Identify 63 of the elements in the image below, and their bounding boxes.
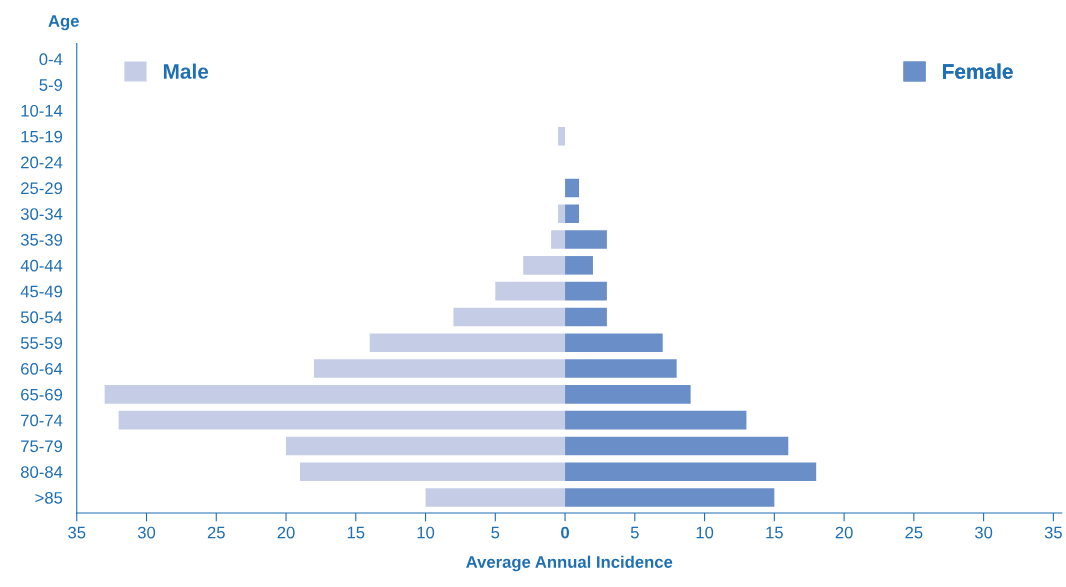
bar	[565, 256, 593, 275]
bar	[558, 204, 566, 224]
y-tick-label: 55-59	[20, 337, 63, 349]
bar	[118, 410, 566, 430]
legend-label: Female	[943, 63, 1013, 79]
x-tick-label: 15	[766, 526, 783, 539]
bar	[104, 385, 566, 404]
x-tick-label: 30	[974, 526, 993, 539]
bar	[369, 333, 566, 353]
y-tick-label: 40-44	[20, 259, 63, 272]
y-tick-label: 20-24	[21, 156, 63, 169]
y-axis-title: Age	[48, 15, 79, 31]
bar	[565, 462, 817, 482]
legend-label: Male	[163, 63, 209, 79]
bar	[565, 359, 677, 378]
x-tick-label: 0	[561, 526, 570, 539]
y-tick-label: 25-29	[21, 182, 63, 195]
bar	[565, 385, 691, 404]
x-tick-label: 35	[68, 526, 86, 539]
bar	[565, 281, 607, 301]
bar	[453, 307, 566, 327]
x-tick-label: 20	[277, 526, 295, 539]
y-tick-label: 15-19	[21, 130, 63, 143]
bar	[495, 281, 566, 301]
bar	[286, 436, 566, 456]
x-tick-label: 10	[696, 526, 714, 539]
x-tick-label: 35	[1044, 526, 1062, 539]
y-tick-label: 50-54	[20, 311, 63, 324]
y-tick-label: 0-4	[39, 53, 63, 66]
bar	[313, 359, 566, 378]
bar	[523, 256, 566, 275]
bar	[565, 204, 580, 224]
x-tick-label: 30	[137, 526, 156, 539]
x-tick-label: 25	[905, 526, 923, 539]
y-tick-label: 80-84	[20, 466, 63, 478]
bar	[425, 488, 566, 507]
y-tick-label: 5-9	[39, 79, 63, 91]
y-tick-label: 45-49	[20, 285, 63, 298]
bar	[558, 127, 566, 146]
bar	[565, 178, 580, 198]
bar	[565, 436, 789, 456]
bar	[551, 230, 566, 249]
y-tick-label: >85	[35, 491, 63, 504]
y-tick-label: 65-69	[21, 388, 63, 401]
bar	[565, 307, 607, 327]
bar	[565, 333, 663, 353]
y-tick-label: 60-64	[21, 362, 63, 375]
x-axis-title: Average Annual Incidence	[466, 555, 673, 572]
y-tick-label: 70-74	[21, 414, 63, 427]
y-tick-label: 75-79	[21, 440, 63, 453]
x-tick-label: 25	[207, 526, 225, 539]
y-tick-label: 30-34	[20, 208, 63, 220]
x-tick-label: 10	[417, 526, 435, 539]
x-tick-label: 15	[347, 526, 365, 539]
bar	[565, 410, 747, 430]
y-tick-label: 35-39	[20, 233, 63, 246]
bar	[299, 462, 566, 482]
x-tick-label: 5	[491, 526, 500, 539]
x-tick-label: 20	[835, 526, 853, 539]
y-tick-label: 10-14	[21, 104, 63, 117]
x-tick-label: 5	[630, 526, 639, 539]
bar	[565, 230, 607, 249]
bar	[565, 488, 775, 507]
